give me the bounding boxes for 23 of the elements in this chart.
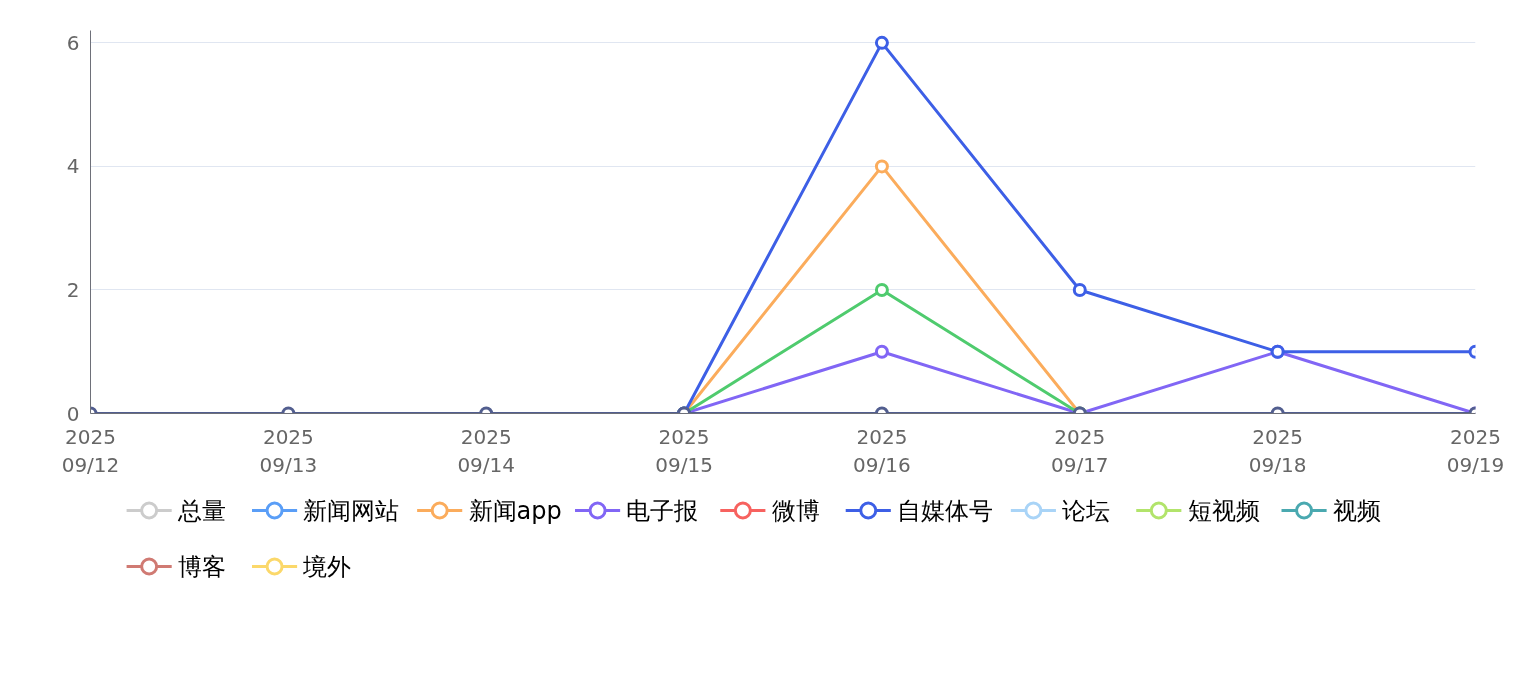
legend-label: 自媒体号	[897, 496, 994, 525]
legend-label: 视频	[1332, 496, 1381, 525]
x-tick-label: 2025 09/19	[1446, 424, 1505, 478]
x-tick-label: 2025 09/18	[1248, 424, 1307, 478]
legend-label: 短视频	[1187, 496, 1260, 525]
x-tick-label: 2025 09/14	[457, 424, 516, 478]
legend-label: 论坛	[1062, 496, 1111, 525]
y-tick-label: 4	[66, 154, 80, 179]
legend-label: 电子报	[626, 496, 699, 525]
legend-label: 新闻app	[468, 496, 562, 525]
legend-label: 总量	[177, 496, 227, 525]
x-tick-label: 2025 09/15	[655, 424, 713, 478]
x-tick-label: 2025 09/17	[1050, 424, 1109, 478]
x-tick-label: 2025 09/16	[853, 424, 911, 478]
x-tick-label: 2025 09/13	[259, 424, 318, 478]
legend-label: 新闻网站	[303, 496, 400, 525]
legend-label: 博客	[178, 552, 227, 581]
y-tick-label: 0	[66, 401, 80, 426]
x-tick-label: 2025 09/12	[61, 424, 120, 478]
legend-label: 微博	[771, 496, 820, 525]
y-tick-label: 6	[66, 30, 80, 55]
legend-label: 境外	[302, 552, 352, 581]
y-tick-label: 2	[66, 277, 80, 302]
